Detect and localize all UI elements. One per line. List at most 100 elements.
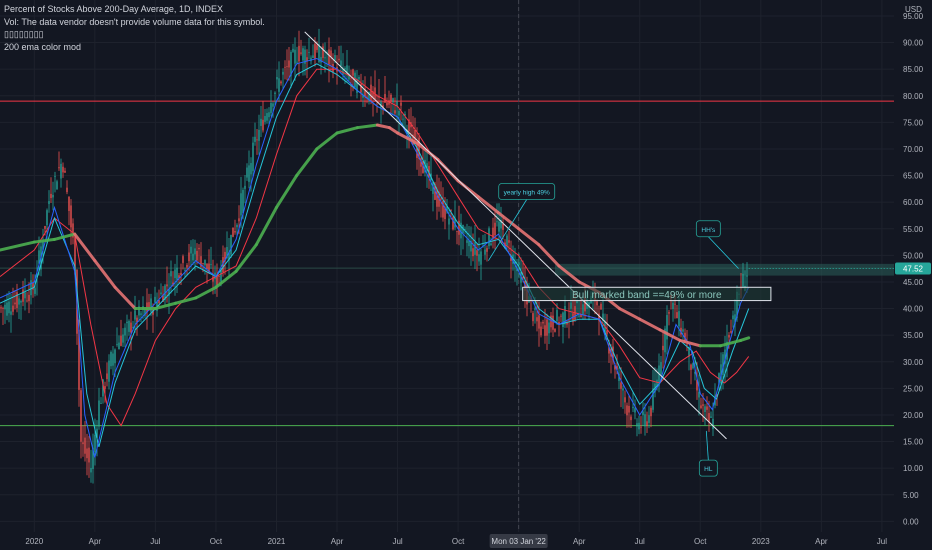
candle-body [346,65,348,75]
legend-vol: Vol: The data vendor doesn't provide vol… [4,16,265,27]
candle-body [662,345,664,351]
candle-body [396,101,398,106]
candle-body [230,234,232,255]
ema200-segment [174,296,198,305]
candle-body [284,66,286,68]
y-tick-label: 45.00 [903,278,924,287]
candle-body [340,60,342,66]
candle-body [176,267,178,280]
candle-body [68,196,70,212]
candle-body [588,302,590,308]
candle-body [264,116,266,122]
candle-body [584,296,586,312]
candle-body [436,188,438,207]
candle-body [12,305,14,312]
candle-body [702,404,704,406]
candle-body [78,329,80,390]
candle-body [476,250,478,256]
candle-body [120,335,122,346]
candle-body [228,251,230,261]
candle-body [566,322,568,325]
candle-body [122,334,124,343]
last-value-box[interactable] [895,262,931,275]
ema200-segment [214,269,238,289]
candle-body [102,379,104,397]
drawings-layer[interactable]: Bull marked band ==49% or more yearly hig… [304,31,772,477]
legend-title[interactable]: Percent of Stocks Above 200-Day Average,… [4,4,223,14]
candle-body [548,322,550,334]
x-tick-label: Jul [150,537,160,546]
candle-body [442,201,444,218]
y-tick-label: 20.00 [903,411,924,420]
candle-body [600,303,602,310]
candle-body [554,328,556,332]
ema200-segment [476,195,500,215]
y-tick-label: 35.00 [903,331,924,340]
candle-body [494,222,496,236]
candle-body [468,240,470,247]
candle-body [274,92,276,95]
candle-body [344,67,346,70]
callout-yearly-high-box[interactable] [498,183,556,200]
candle-body [542,321,544,324]
candle-body [450,210,452,212]
candle-body [536,317,538,322]
candle-body [316,45,318,50]
candle-body [20,300,22,303]
y-tick-label: 80.00 [903,92,924,101]
trendline[interactable] [304,31,727,440]
candle-body [240,193,242,216]
candle-body [330,50,332,57]
y-tick-label: 5.00 [903,491,919,500]
candle-body [10,311,12,315]
candle-body [226,247,228,258]
candle-body [694,372,696,374]
candle-body [352,69,354,76]
candle-body [638,422,640,430]
candle-body [170,271,172,277]
callout-hh-box[interactable] [695,220,721,238]
time-axis-panel[interactable] [0,532,932,550]
candle-body [66,187,68,193]
candle-body [698,391,700,398]
candle-body [288,60,290,68]
candle-body [646,421,648,427]
callout-hl-pointer[interactable] [705,430,709,461]
y-tick-label: 85.00 [903,65,924,74]
candle-body [54,176,56,177]
candle-body [58,167,60,169]
candle-body [652,388,654,410]
candle-body [124,327,126,336]
x-tick-label: Oct [694,537,707,546]
candle-body [674,303,676,305]
candle-body [444,207,446,220]
candle-body [110,352,112,367]
candle-body [4,304,6,310]
candle-body [580,314,582,318]
candle-body [152,309,154,315]
candle-body [256,139,258,141]
candle-body [178,275,180,279]
candle-body [682,329,684,332]
legend-indicator[interactable]: 200 ema color mod [4,41,82,52]
candle-body [342,68,344,75]
callout-yearly-high-pointer[interactable] [488,199,528,261]
price-axis-panel[interactable] [894,0,932,550]
callout-hl-box[interactable] [698,459,718,477]
candle-body [636,423,638,427]
candle-body [62,166,64,173]
candle-body [204,259,206,266]
candle-body [620,382,622,389]
callout-hh-pointer[interactable] [708,236,739,269]
candle-body [704,406,706,413]
candle-body [186,265,188,268]
candle-body [224,251,226,262]
candle-body [218,276,220,277]
candle-body [92,447,94,469]
bull-band-box[interactable] [522,286,772,302]
candle-body [362,94,364,98]
candle-body [642,411,644,415]
candle-body [290,51,292,76]
candle-body [658,365,660,386]
